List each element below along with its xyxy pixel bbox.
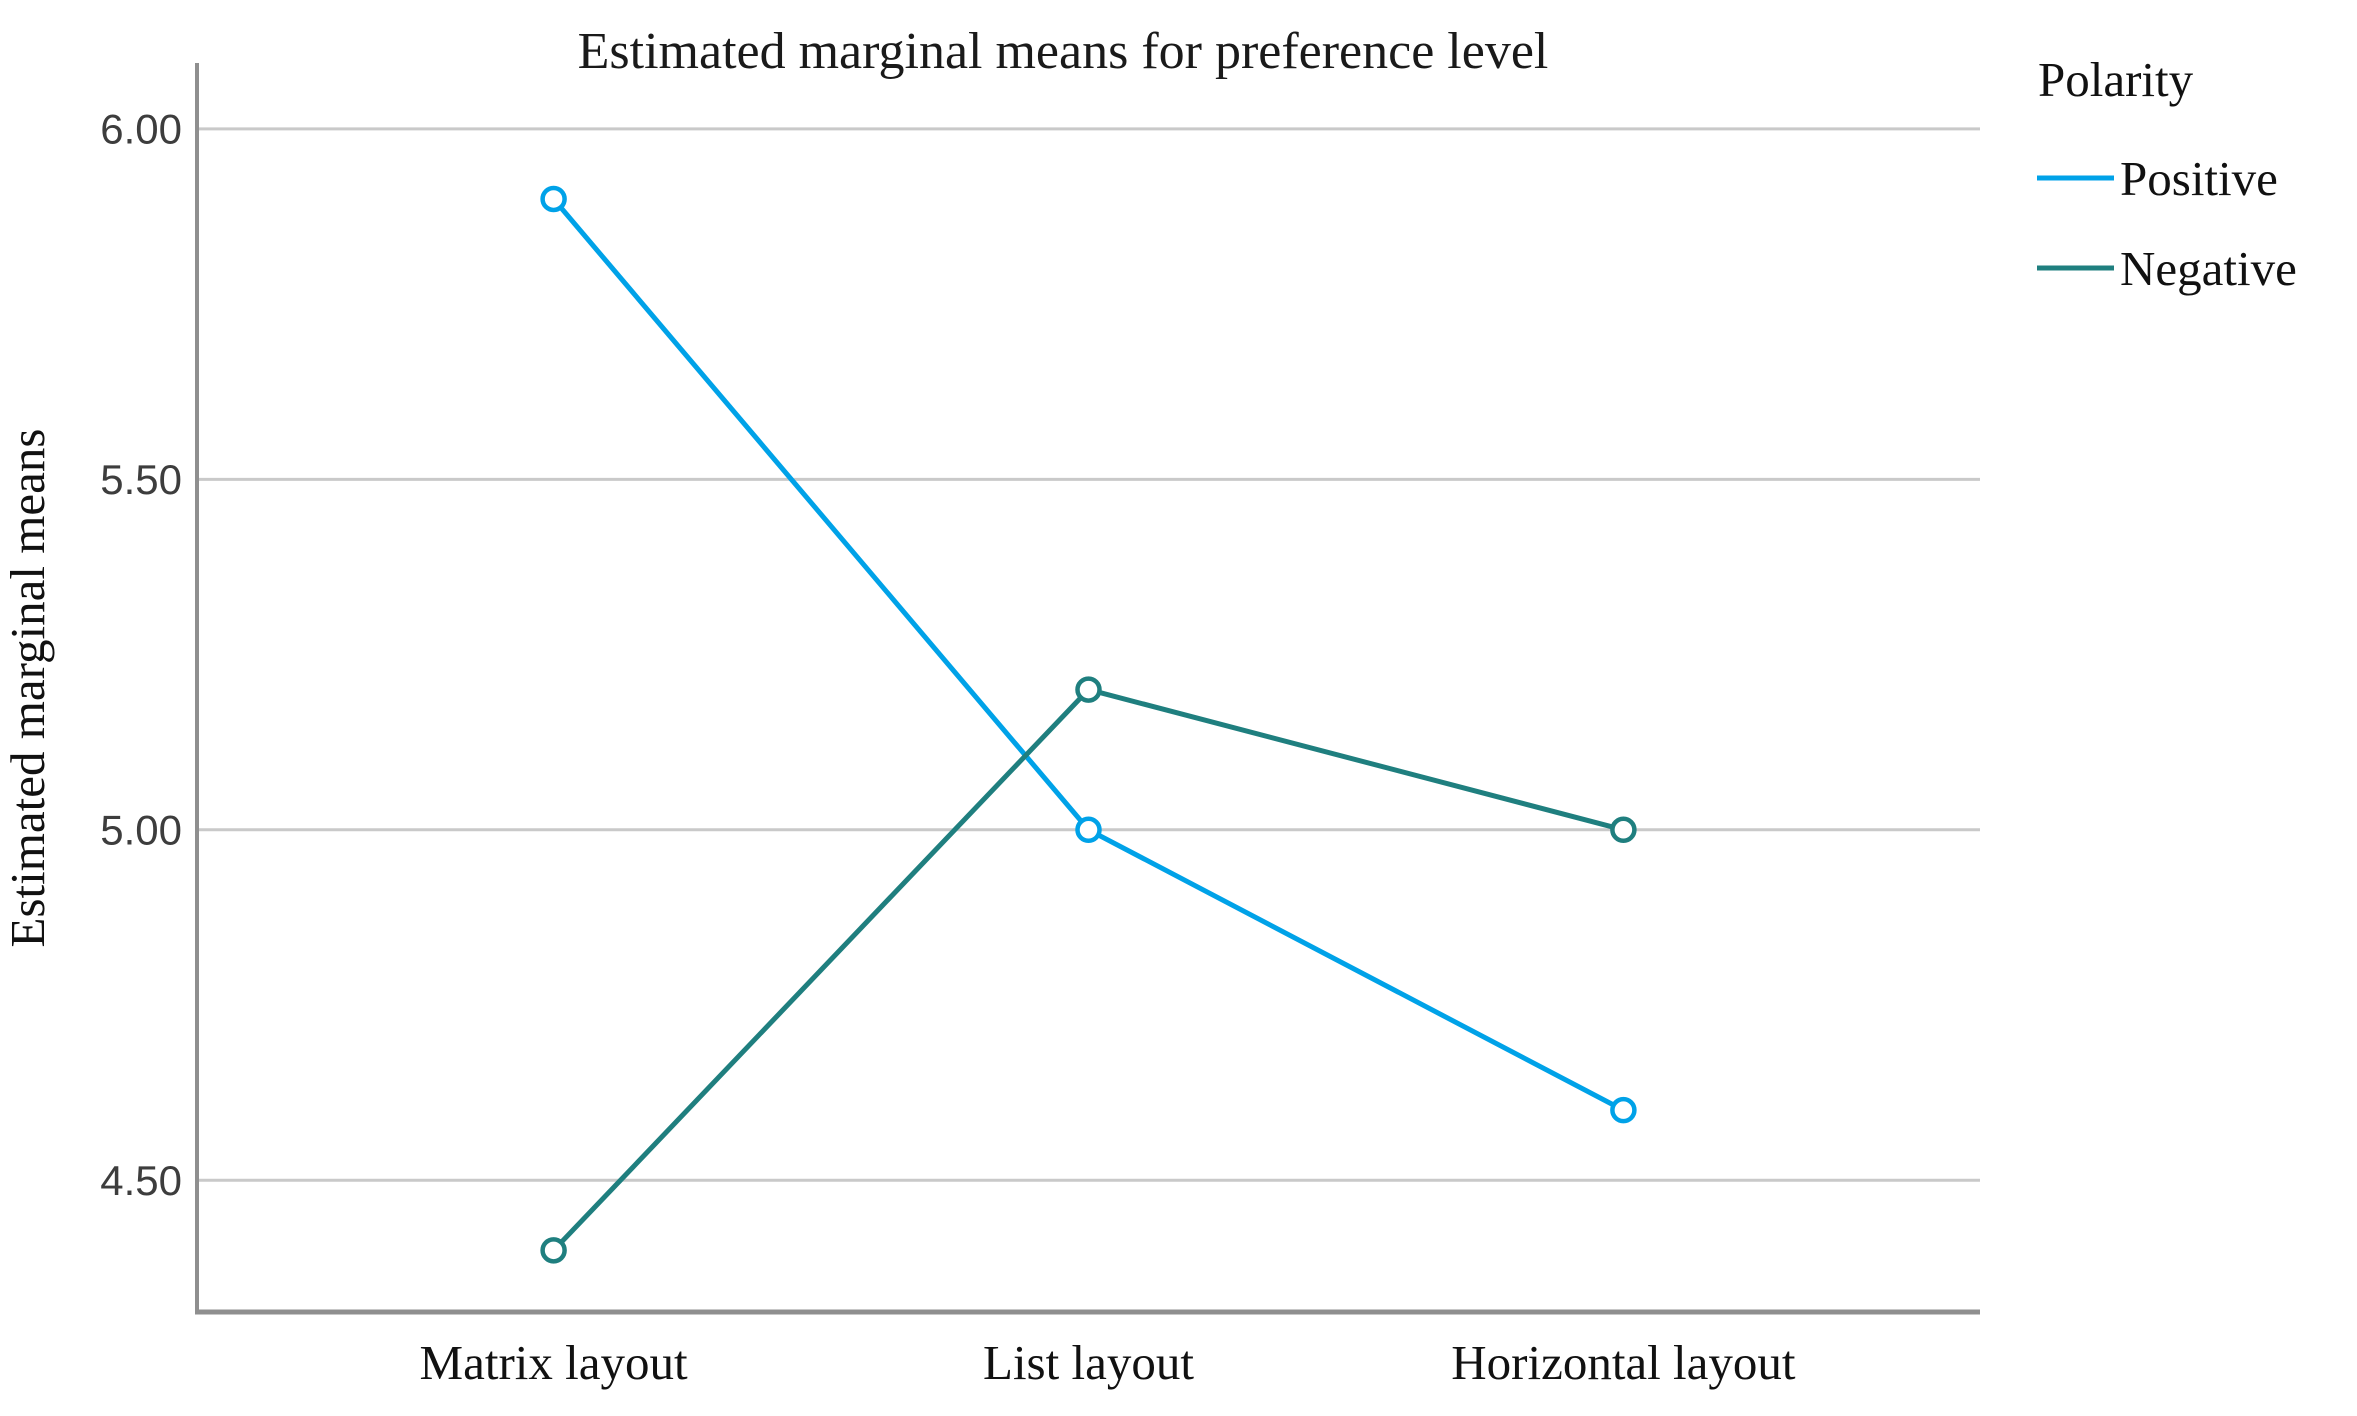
- y-tick-label: 4.50: [100, 1157, 182, 1204]
- legend-title: Polarity: [2038, 52, 2194, 107]
- legend-item-positive: Positive: [2037, 151, 2278, 206]
- ytick-labels-layer: 6.00 5.50 5.00 4.50: [100, 106, 182, 1204]
- data-point-negative-2: [1610, 816, 1637, 844]
- data-point-positive-1: [1075, 816, 1102, 844]
- data-point-positive-0: [540, 185, 567, 213]
- legend-item-negative: Negative: [2037, 241, 2297, 296]
- series-line-positive: [551, 196, 1626, 1113]
- series-layer: [540, 185, 1637, 1264]
- data-point-negative-0: [540, 1237, 567, 1264]
- x-category-label: Horizontal layout: [1451, 1335, 1796, 1390]
- y-tick-label: 6.00: [100, 106, 182, 153]
- legend-label-positive: Positive: [2120, 151, 2278, 206]
- xcategory-labels-layer: Matrix layout List layout Horizontal layou…: [420, 1335, 1796, 1390]
- y-axis-title: Estimated marginal means: [0, 429, 55, 948]
- y-tick-label: 5.00: [100, 806, 182, 853]
- x-category-label: Matrix layout: [420, 1335, 688, 1390]
- legend-label-negative: Negative: [2120, 241, 2297, 296]
- gridlines-layer: [197, 127, 1980, 1182]
- legend: Polarity Positive Negative: [2037, 52, 2297, 296]
- data-point-negative-1: [1075, 676, 1102, 703]
- x-category-label: List layout: [983, 1335, 1194, 1390]
- series-line-negative: [551, 687, 1626, 1253]
- chart-title: Estimated marginal means for preference …: [578, 23, 1549, 80]
- data-point-positive-2: [1610, 1096, 1637, 1124]
- y-tick-label: 5.50: [100, 456, 182, 503]
